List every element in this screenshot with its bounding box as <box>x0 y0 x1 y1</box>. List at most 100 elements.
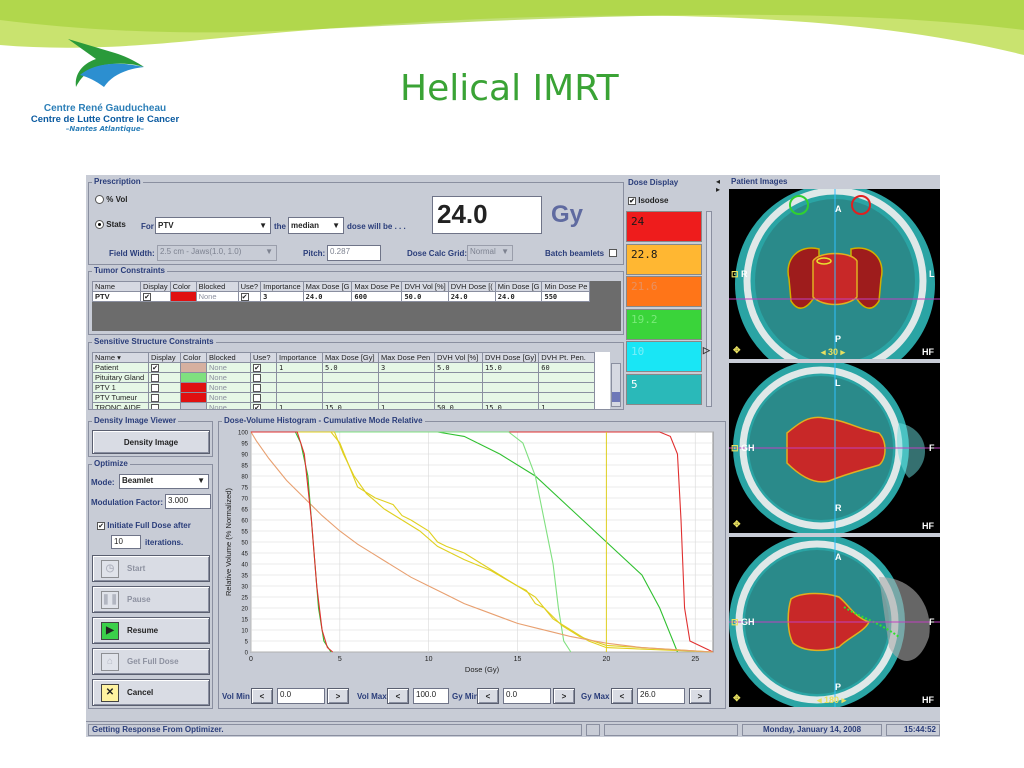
vol-max-input[interactable]: 100.0 <box>413 688 449 704</box>
column-header: Use? <box>237 281 262 292</box>
checkbox[interactable] <box>253 384 261 392</box>
importance-cell: 1 <box>276 361 323 374</box>
gy-max-dec-button[interactable]: < <box>611 688 633 704</box>
checkbox[interactable] <box>151 374 159 382</box>
sagittal-pan-icon[interactable]: ✥ <box>733 519 741 529</box>
y-axis-label: Relative Volume (% Normalized) <box>224 488 233 596</box>
isodose-level[interactable]: 19.2 <box>626 308 702 340</box>
sensitive-constraints-panel: Sensitive Structure Constraints Name ▾ Di… <box>88 337 624 410</box>
checkbox[interactable]: ✔ <box>143 293 151 302</box>
dose-calc-grid-select[interactable]: Normal ▼ <box>467 245 513 261</box>
axial-corner-label: HF <box>922 347 934 357</box>
isodose-level[interactable]: 10 <box>626 341 702 372</box>
table-row[interactable]: TRONC AIDE None ✔ 1 15.0 1 50.0 15.0 1 <box>92 402 596 409</box>
coronal-zoom-icon[interactable]: ⊡ <box>731 617 739 627</box>
dose-input[interactable]: 24.0 <box>432 196 542 234</box>
checkbox[interactable]: ✔ <box>151 364 159 373</box>
coronal-slice-label[interactable]: ◂ 180 ▸ <box>817 695 847 705</box>
structure-select[interactable]: PTV ▼ <box>155 217 271 234</box>
use-checkbox[interactable]: ✔ <box>237 290 262 303</box>
get-full-dose-button[interactable]: ⌂ Get Full Dose <box>92 648 210 675</box>
checkbox[interactable] <box>151 384 159 392</box>
use-checkbox[interactable] <box>250 372 277 384</box>
vol-min-input[interactable]: 0.0 <box>277 688 325 704</box>
table-row[interactable]: PTV Tumeur None <box>92 392 596 404</box>
checkbox[interactable] <box>253 374 261 382</box>
cancel-button[interactable]: ✕ Cancel <box>92 679 210 706</box>
checkbox[interactable] <box>151 404 159 409</box>
modulation-input[interactable]: 3.000 <box>165 494 211 509</box>
dvh-vol-cell: 5.0 <box>434 361 483 374</box>
column-header: DVH Pt. Pen. <box>538 352 596 363</box>
isodose-scrollbar[interactable] <box>706 211 712 407</box>
use-checkbox[interactable] <box>250 392 277 404</box>
table-row[interactable]: Patient ✔ None ✔ 1 5.0 3 5.0 15.0 60 <box>92 361 596 374</box>
display-checkbox[interactable]: ✔ <box>140 290 171 303</box>
vol-max-dec-button[interactable]: < <box>387 688 409 704</box>
isodose-toggle[interactable]: ✔ Isodose <box>628 196 668 205</box>
gy-max-input[interactable]: 26.0 <box>637 688 685 704</box>
stat-type-select[interactable]: median ▼ <box>288 217 344 234</box>
column-header: Blocked <box>195 281 239 292</box>
pitch-input[interactable]: 0.287 <box>327 245 381 261</box>
table-row[interactable]: Pituitary Gland None <box>92 372 596 384</box>
stats-option[interactable]: Stats <box>95 220 126 230</box>
splitter-arrow-icon[interactable]: ▷ <box>703 345 710 356</box>
pause-button[interactable]: ❚❚ Pause <box>92 586 210 613</box>
display-checkbox[interactable] <box>148 402 181 409</box>
stats-radio[interactable] <box>95 220 104 230</box>
table-row[interactable]: PTV ✔ None ✔ 3 24.0 600 50.0 24.0 24.0 550 <box>92 290 591 303</box>
iterations-input[interactable]: 10 <box>111 535 141 549</box>
table-scrollbar[interactable] <box>611 363 621 407</box>
sagittal-zoom-icon[interactable]: ⊡ <box>731 443 739 453</box>
vol-min-inc-button[interactable]: > <box>327 688 349 704</box>
isodose-level[interactable]: 21.6 <box>626 276 702 307</box>
axial-pan-icon[interactable]: ✥ <box>733 345 741 355</box>
use-checkbox[interactable] <box>250 382 277 394</box>
checkbox[interactable] <box>253 394 261 402</box>
display-checkbox[interactable] <box>148 392 181 404</box>
initiate-checkbox[interactable]: ✔ <box>97 521 105 530</box>
batch-beamlets-checkbox[interactable] <box>609 249 617 257</box>
axial-zoom-icon[interactable]: ⊡ <box>731 269 739 279</box>
start-button[interactable]: ◷ Start <box>92 555 210 582</box>
checkbox[interactable]: ✔ <box>253 364 261 373</box>
sagittal-image-view[interactable]: L GH F R HF ⊡ ✥ <box>729 363 940 533</box>
isodose-level[interactable]: 24 <box>626 211 702 242</box>
checkbox[interactable]: ✔ <box>253 404 261 409</box>
initiate-full-dose-toggle[interactable]: ✔ Initiate Full Dose after <box>97 521 191 530</box>
coronal-image-view[interactable]: A GH F P HF ◂ 180 ▸ ⊡ ✥ <box>729 537 940 707</box>
field-width-select[interactable]: 2.5 cm - Jaws(1.0, 1.0) ▼ <box>157 245 277 261</box>
axial-image-view[interactable]: A R L P HF ◂ 30 ▸ ⊡ ✥ <box>729 189 940 359</box>
checkbox[interactable]: ✔ <box>240 293 249 302</box>
use-checkbox[interactable]: ✔ <box>250 361 277 374</box>
expand-arrow-icon[interactable]: ▸ <box>716 185 721 194</box>
sagittal-corner-label: HF <box>922 521 934 531</box>
table-row[interactable]: PTV 1 None <box>92 382 596 394</box>
status-indicator <box>586 724 600 736</box>
density-image-button[interactable]: Density Image <box>92 430 210 454</box>
coronal-pan-icon[interactable]: ✥ <box>733 693 741 703</box>
collapse-arrow-icon[interactable]: ◂ <box>716 177 721 186</box>
mode-select[interactable]: Beamlet ▼ <box>119 474 209 489</box>
pct-vol-radio[interactable] <box>95 195 104 205</box>
pct-vol-option[interactable]: % Vol <box>95 195 127 205</box>
gy-min-inc-button[interactable]: > <box>553 688 575 704</box>
checkbox[interactable] <box>151 394 159 402</box>
display-checkbox[interactable]: ✔ <box>148 361 181 374</box>
vol-min-dec-button[interactable]: < <box>251 688 273 704</box>
resume-button[interactable]: ▶ Resume <box>92 617 210 644</box>
isodose-level[interactable]: 5 <box>626 373 702 405</box>
axial-slice-label[interactable]: ◂ 30 ▸ <box>821 347 846 357</box>
isodose-level[interactable]: 22.8 <box>626 243 702 275</box>
isodose-checkbox[interactable]: ✔ <box>628 196 636 205</box>
gy-min-input[interactable]: 0.0 <box>503 688 551 704</box>
gy-max-inc-button[interactable]: > <box>689 688 711 704</box>
display-checkbox[interactable] <box>148 372 181 384</box>
gy-min-dec-button[interactable]: < <box>477 688 499 704</box>
importance-cell <box>276 372 323 384</box>
scrollbar-thumb[interactable] <box>612 392 620 402</box>
use-checkbox[interactable]: ✔ <box>250 402 277 409</box>
display-checkbox[interactable] <box>148 382 181 394</box>
y-tick-label: 70 <box>241 497 248 503</box>
